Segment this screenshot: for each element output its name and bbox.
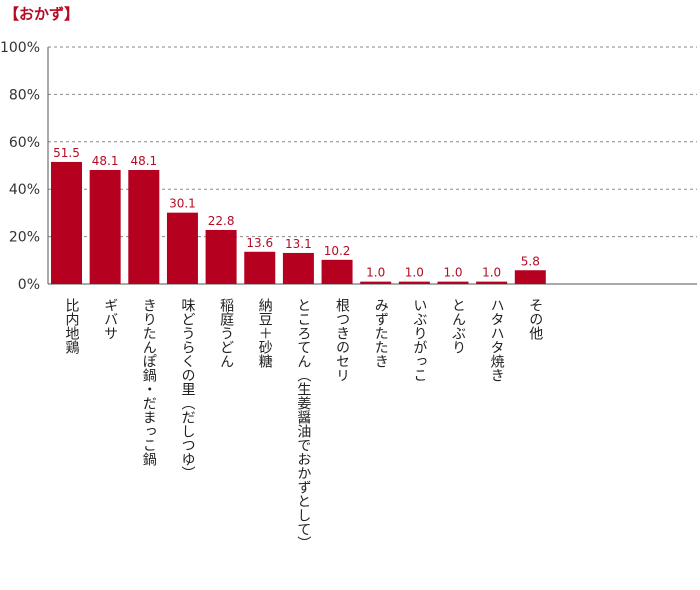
category-label: ところてん（生姜醤油でおかずとして） <box>295 298 311 550</box>
category-label: その他 <box>527 298 543 341</box>
data-label: 1.0 <box>482 266 501 280</box>
category-label: とんぶり <box>450 298 466 354</box>
y-tick-label: 100% <box>0 40 40 56</box>
category-label: 稲庭うどん <box>218 298 234 368</box>
data-label: 1.0 <box>443 266 462 280</box>
bar <box>89 170 121 284</box>
category-label: 味どうらくの里（だしつゆ） <box>179 298 195 480</box>
category-label: 根つきのセリ <box>334 298 350 382</box>
data-label: 22.8 <box>208 214 235 228</box>
data-label: 48.1 <box>92 154 119 168</box>
bar <box>128 170 160 284</box>
data-label: 48.1 <box>130 154 157 168</box>
bar <box>51 161 82 284</box>
category-label: ハタハタ焼き <box>489 298 505 382</box>
y-tick-label: 80% <box>9 87 40 103</box>
y-tick-label: 0% <box>18 277 40 293</box>
data-label: 5.8 <box>521 254 540 268</box>
y-tick-label: 20% <box>9 230 40 246</box>
data-label: 13.1 <box>285 237 312 251</box>
data-label: 13.6 <box>246 236 273 250</box>
chart-title: 【おかず】 <box>4 5 80 23</box>
data-label: 10.2 <box>324 244 351 258</box>
y-tick-label: 40% <box>9 182 40 198</box>
bar <box>205 229 237 284</box>
bar <box>437 281 469 284</box>
category-label: いぶりがっこ <box>411 298 427 382</box>
data-label: 51.5 <box>53 146 80 160</box>
category-label: 納豆＋砂糖 <box>257 298 273 368</box>
y-tick-label: 60% <box>9 135 40 151</box>
data-label: 1.0 <box>366 266 385 280</box>
bar <box>514 270 546 284</box>
bar <box>398 281 430 284</box>
bar <box>321 259 353 284</box>
category-label: 比内地鶏 <box>64 298 80 354</box>
bar <box>360 281 392 284</box>
category-label: みずたたき <box>373 298 389 368</box>
bar <box>476 281 508 284</box>
category-label: きりたんぽ鍋・だまっこ鍋 <box>141 298 157 466</box>
data-label: 30.1 <box>169 197 196 211</box>
data-label: 1.0 <box>405 266 424 280</box>
bar <box>244 251 276 284</box>
category-label: ギバサ <box>102 298 118 340</box>
bar <box>166 212 198 284</box>
bar <box>282 252 314 284</box>
